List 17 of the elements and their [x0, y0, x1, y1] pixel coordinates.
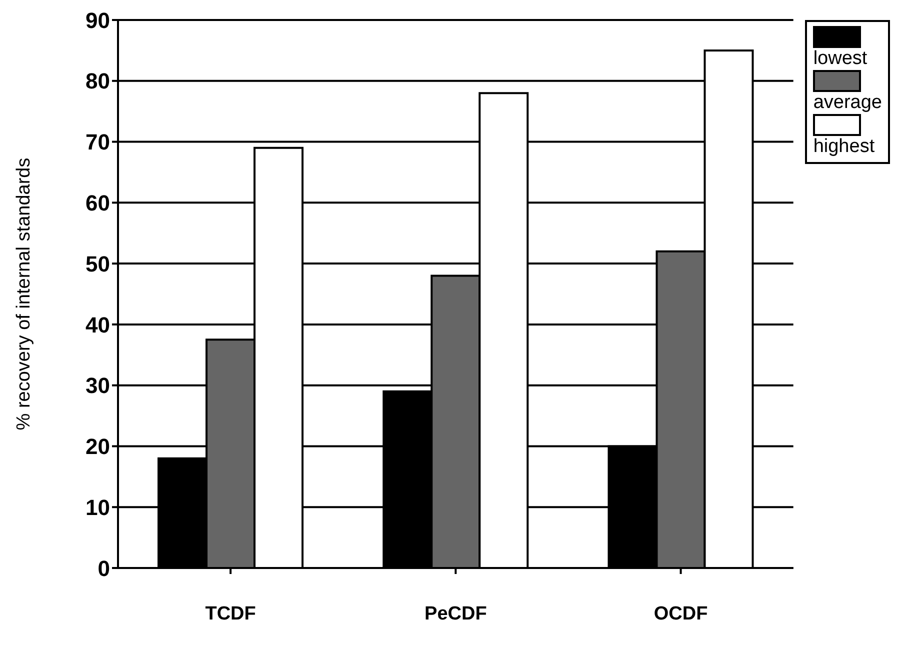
y-tick-label: 10: [86, 494, 110, 520]
y-tick-label: 30: [86, 373, 110, 398]
y-tick-label: 60: [86, 190, 110, 216]
y-tick-label: 90: [86, 8, 110, 33]
y-tick-label: 20: [86, 434, 110, 460]
legend-label: highest: [813, 136, 876, 158]
y-tick-label: 0: [98, 556, 110, 581]
x-tick-label: TCDF: [205, 603, 256, 624]
legend-label: lowest: [813, 48, 868, 70]
y-tick-label: 70: [86, 130, 110, 155]
legend-label: average: [813, 92, 882, 114]
y-axis-title: % recovery of internal standards: [14, 158, 35, 430]
y-tick-label: 40: [86, 312, 110, 338]
x-tick-label: OCDF: [654, 603, 708, 624]
y-tick-label: 50: [86, 251, 110, 276]
y-tick-label: 80: [86, 68, 110, 94]
x-tick-label: PeCDF: [424, 603, 487, 624]
